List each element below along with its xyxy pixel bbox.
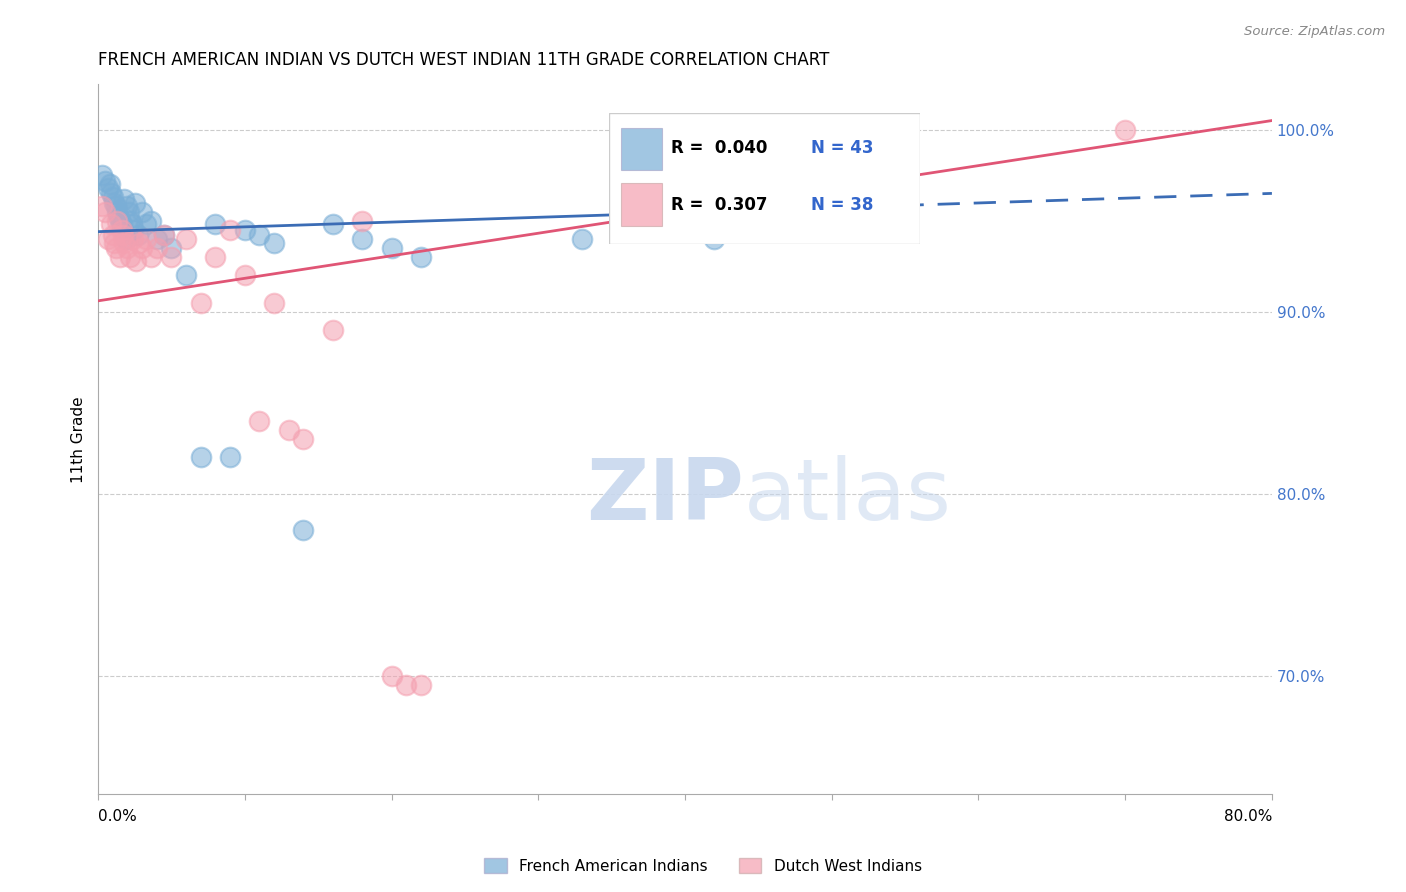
Point xyxy=(124,195,146,210)
Point xyxy=(571,232,593,246)
Point xyxy=(125,253,148,268)
Point xyxy=(107,210,129,224)
Point xyxy=(117,199,139,213)
Point xyxy=(91,168,114,182)
Point xyxy=(395,678,418,692)
Point xyxy=(127,228,149,243)
Point xyxy=(153,228,176,243)
Point xyxy=(135,232,157,246)
Point xyxy=(145,241,167,255)
Text: Source: ZipAtlas.com: Source: ZipAtlas.com xyxy=(1244,25,1385,38)
Point xyxy=(204,250,226,264)
Text: ZIP: ZIP xyxy=(586,455,744,538)
Point xyxy=(105,204,128,219)
Point xyxy=(352,213,374,227)
Point xyxy=(105,213,128,227)
Point xyxy=(122,232,145,246)
Point xyxy=(190,450,212,465)
Point xyxy=(292,432,315,446)
Point xyxy=(91,199,114,213)
Point xyxy=(322,218,344,232)
Point xyxy=(135,218,157,232)
Point xyxy=(409,250,432,264)
Point xyxy=(1114,122,1136,136)
Point xyxy=(94,204,117,219)
Point xyxy=(263,295,285,310)
Point xyxy=(219,450,242,465)
Point xyxy=(111,223,134,237)
Point xyxy=(103,195,125,210)
Point xyxy=(160,250,183,264)
Point xyxy=(703,232,725,246)
Text: FRENCH AMERICAN INDIAN VS DUTCH WEST INDIAN 11TH GRADE CORRELATION CHART: FRENCH AMERICAN INDIAN VS DUTCH WEST IND… xyxy=(98,51,830,69)
Point xyxy=(100,186,122,201)
Point xyxy=(101,228,124,243)
Point xyxy=(122,223,145,237)
Point xyxy=(97,181,120,195)
Y-axis label: 11th Grade: 11th Grade xyxy=(72,396,86,483)
Point xyxy=(190,295,212,310)
Text: 0.0%: 0.0% xyxy=(98,809,136,824)
Point xyxy=(100,218,122,232)
Point xyxy=(263,235,285,250)
Point xyxy=(101,190,124,204)
Point xyxy=(117,241,139,255)
Point xyxy=(145,232,167,246)
Point xyxy=(114,235,136,250)
Point xyxy=(128,235,150,250)
Point xyxy=(277,423,299,437)
Point xyxy=(174,232,197,246)
Point xyxy=(131,204,153,219)
Point xyxy=(131,241,153,255)
Point xyxy=(352,232,374,246)
Point xyxy=(249,228,271,243)
Point xyxy=(409,678,432,692)
Text: 80.0%: 80.0% xyxy=(1223,809,1272,824)
Point xyxy=(160,241,183,255)
Point xyxy=(233,268,256,283)
Point xyxy=(139,213,162,227)
Point xyxy=(292,524,315,538)
Point xyxy=(111,228,134,243)
Point xyxy=(104,241,127,255)
Point xyxy=(98,178,121,192)
Point xyxy=(114,192,136,206)
Point xyxy=(94,174,117,188)
Point xyxy=(204,218,226,232)
Point xyxy=(174,268,197,283)
Point xyxy=(110,223,132,237)
Point xyxy=(322,323,344,337)
Point xyxy=(249,414,271,428)
Point xyxy=(139,250,162,264)
Point xyxy=(219,223,242,237)
Point xyxy=(104,199,127,213)
Point xyxy=(108,213,131,227)
Point xyxy=(380,241,402,255)
Point xyxy=(108,250,131,264)
Text: atlas: atlas xyxy=(744,455,952,538)
Point xyxy=(120,250,142,264)
Point xyxy=(97,232,120,246)
Point xyxy=(153,228,176,243)
Point xyxy=(118,204,141,219)
Point xyxy=(115,232,138,246)
Point xyxy=(120,213,142,227)
Point xyxy=(233,223,256,237)
Point xyxy=(380,669,402,683)
Legend: French American Indians, Dutch West Indians: French American Indians, Dutch West Indi… xyxy=(478,852,928,880)
Point xyxy=(121,218,143,232)
Point xyxy=(865,213,887,227)
Point xyxy=(103,235,125,250)
Point xyxy=(110,218,132,232)
